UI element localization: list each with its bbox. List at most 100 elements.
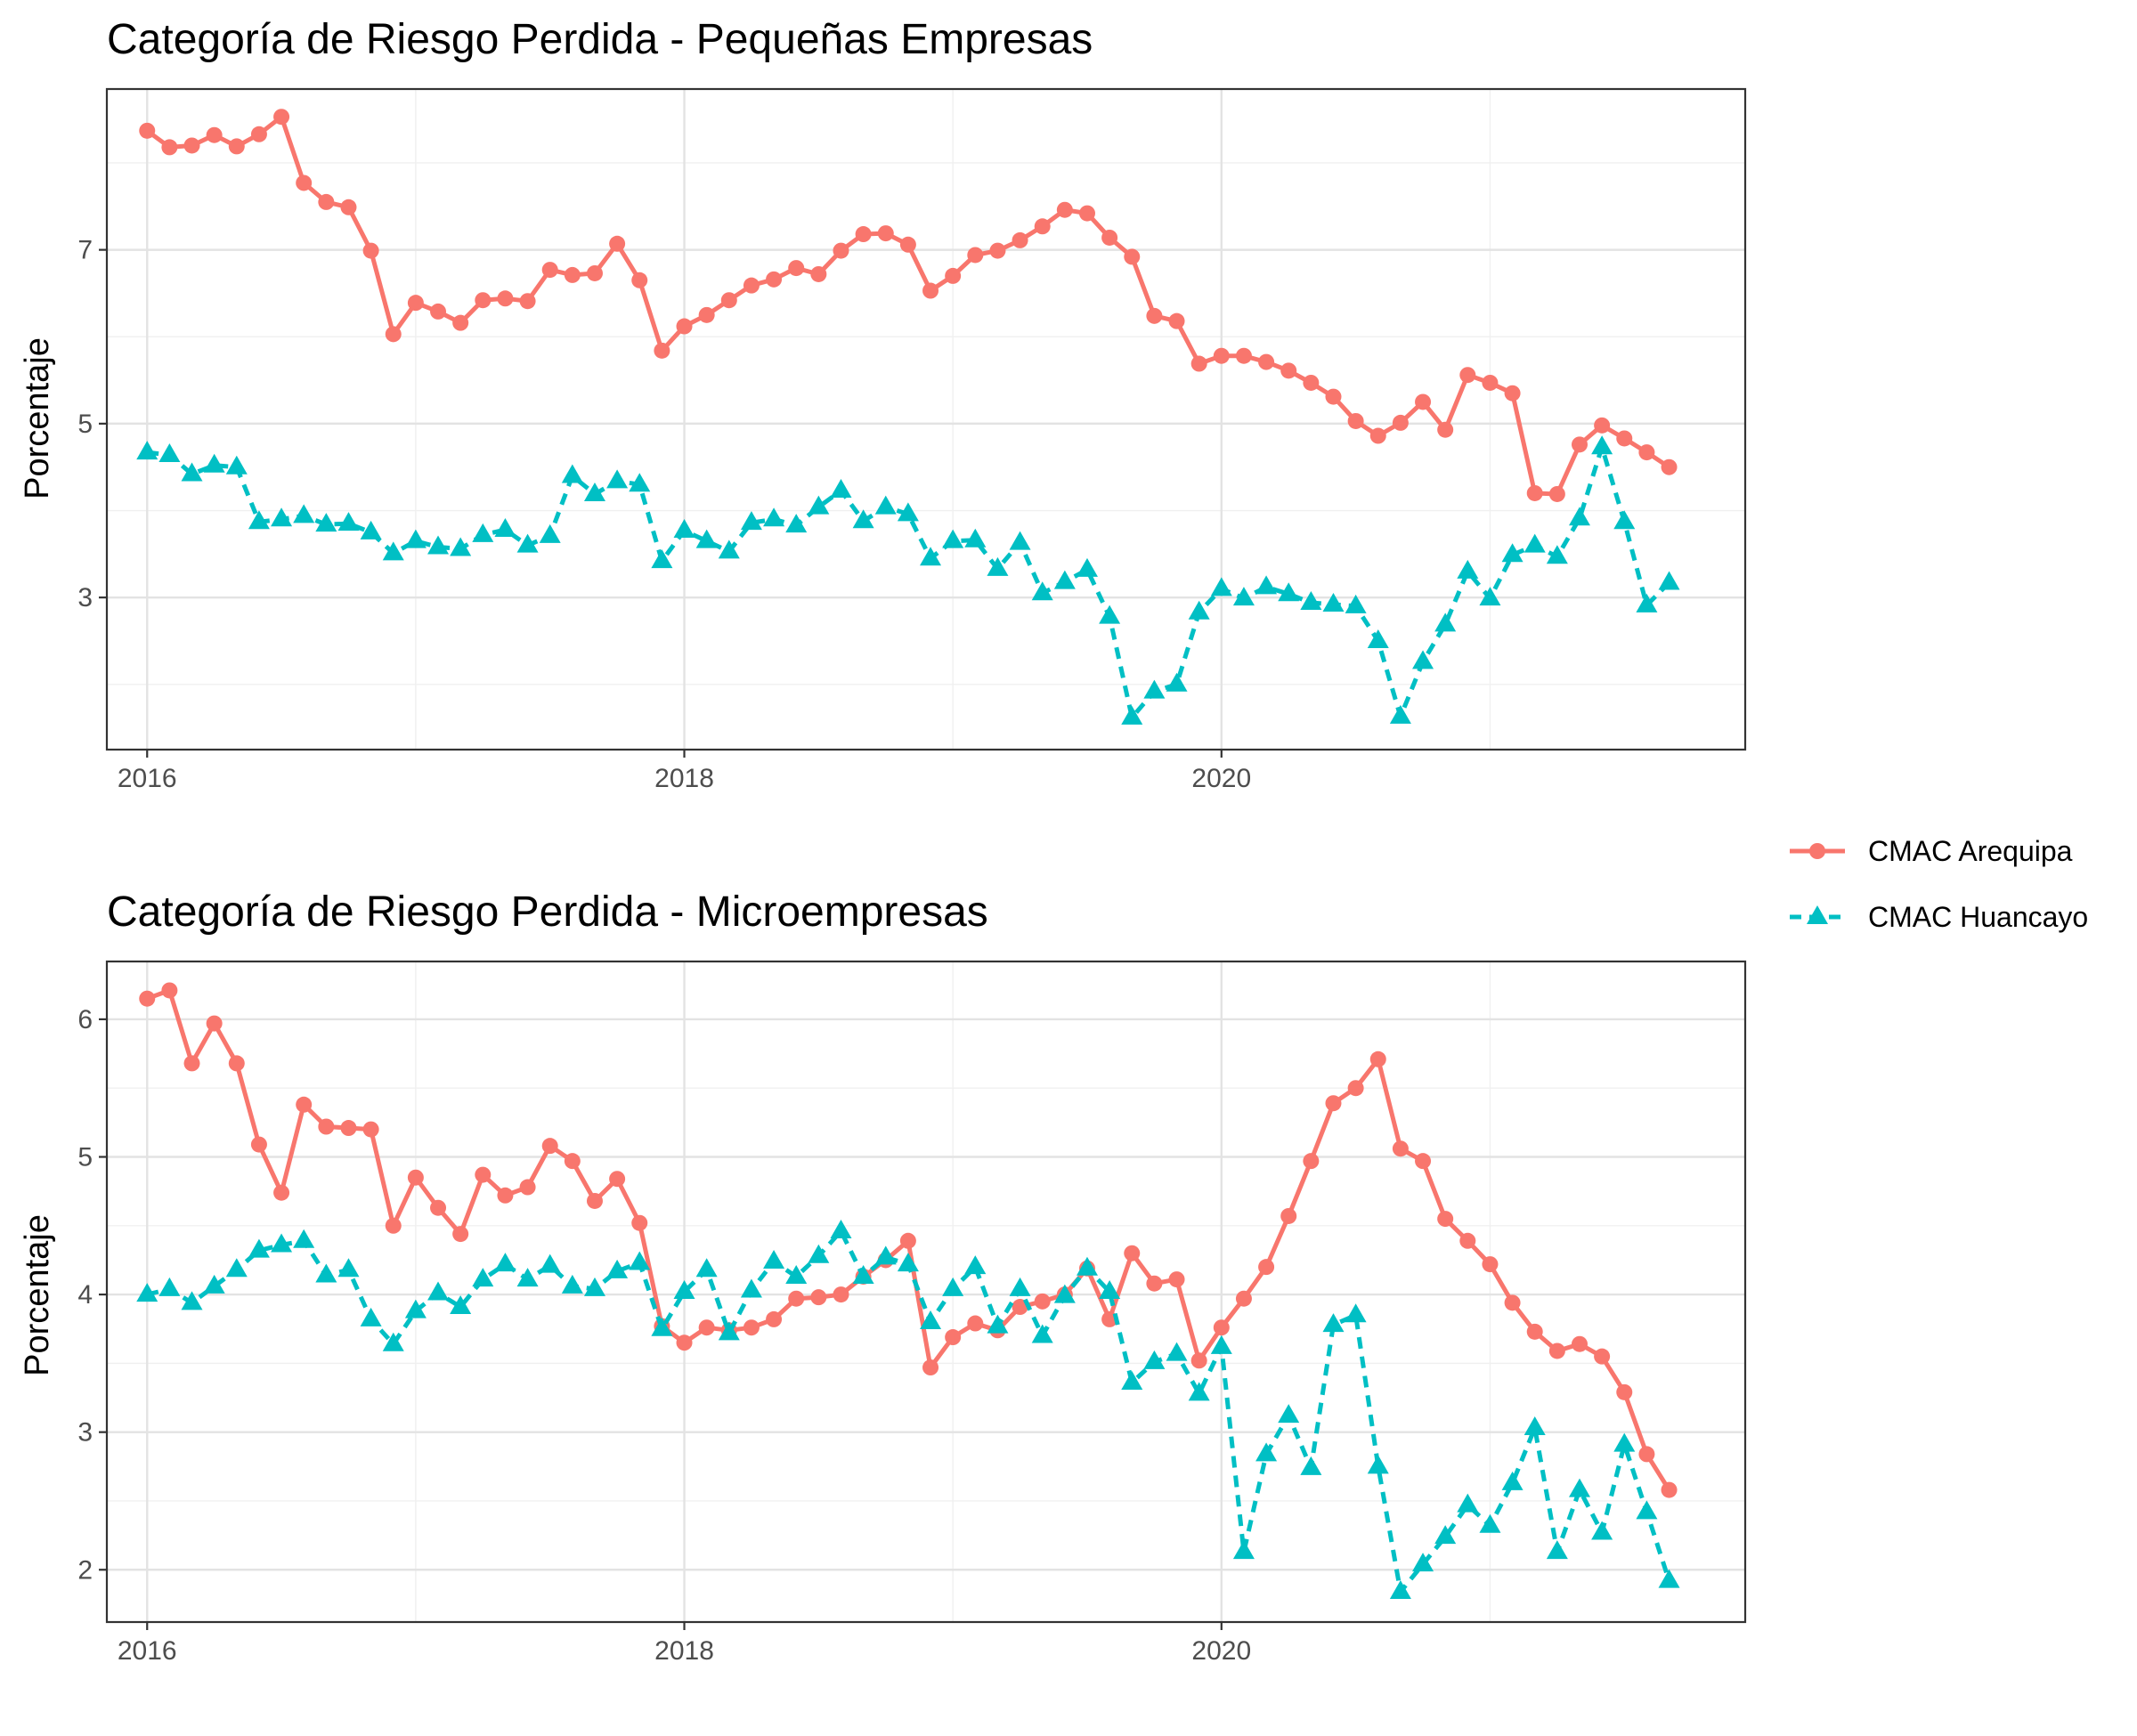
data-point-cmac-arequipa	[1392, 1140, 1409, 1157]
data-point-cmac-arequipa	[273, 1184, 290, 1201]
data-point-cmac-huancayo	[1166, 672, 1188, 692]
data-point-cmac-huancayo	[1591, 1521, 1613, 1540]
data-point-cmac-huancayo	[1457, 559, 1479, 579]
data-point-cmac-huancayo	[629, 1251, 651, 1270]
x-tick-label: 2018	[654, 1636, 714, 1666]
data-point-cmac-huancayo	[1524, 533, 1546, 553]
data-point-cmac-arequipa	[564, 266, 581, 283]
data-point-cmac-arequipa	[1548, 1343, 1565, 1359]
data-point-cmac-huancayo	[1121, 705, 1143, 725]
data-point-cmac-huancayo	[808, 495, 830, 515]
series-cmac-huancayo	[136, 435, 1680, 725]
data-point-cmac-huancayo	[360, 520, 382, 539]
data-point-cmac-huancayo	[1367, 1455, 1389, 1474]
data-point-cmac-huancayo	[1434, 1525, 1457, 1545]
data-point-cmac-arequipa	[183, 137, 200, 154]
data-point-cmac-huancayo	[1232, 587, 1255, 606]
data-point-cmac-huancayo	[1255, 575, 1278, 595]
data-point-cmac-huancayo	[1501, 543, 1524, 563]
data-point-cmac-huancayo	[695, 529, 718, 548]
data-point-cmac-arequipa	[899, 236, 916, 253]
data-point-cmac-huancayo	[427, 535, 450, 555]
data-point-cmac-arequipa	[1548, 485, 1565, 502]
data-point-cmac-huancayo	[629, 473, 651, 492]
data-point-cmac-arequipa	[766, 271, 783, 288]
data-point-cmac-huancayo	[271, 1233, 293, 1253]
chart-panel-small-business: Categoría de Riesgo Perdida - Pequeñas E…	[19, 16, 1747, 793]
series-cmac-huancayo	[136, 1219, 1680, 1599]
data-point-cmac-huancayo	[1188, 600, 1210, 620]
data-point-cmac-arequipa	[1168, 312, 1185, 329]
data-point-cmac-arequipa	[340, 199, 357, 215]
data-point-cmac-huancayo	[1613, 510, 1636, 530]
x-tick-label: 2018	[654, 764, 714, 793]
data-point-cmac-arequipa	[1616, 430, 1633, 447]
data-point-cmac-arequipa	[250, 1136, 267, 1153]
data-point-cmac-huancayo	[1524, 1416, 1546, 1436]
data-point-cmac-arequipa	[922, 1359, 939, 1376]
data-point-cmac-arequipa	[855, 226, 872, 243]
data-point-cmac-huancayo	[315, 513, 337, 532]
data-point-cmac-huancayo	[740, 511, 762, 531]
data-point-cmac-huancayo	[1412, 650, 1434, 669]
data-point-cmac-huancayo	[1412, 1553, 1434, 1572]
data-point-cmac-arequipa	[228, 138, 245, 155]
data-point-cmac-arequipa	[206, 126, 223, 143]
data-point-cmac-arequipa	[833, 1286, 849, 1303]
data-point-cmac-arequipa	[1482, 1256, 1499, 1273]
data-point-cmac-huancayo	[561, 464, 583, 483]
chart-title-micro-business: Categoría de Riesgo Perdida - Microempre…	[107, 888, 988, 936]
data-point-cmac-arequipa	[1415, 393, 1432, 410]
data-point-cmac-arequipa	[1124, 1245, 1141, 1261]
data-point-cmac-arequipa	[698, 306, 715, 323]
data-point-cmac-arequipa	[720, 292, 737, 309]
data-point-cmac-huancayo	[561, 1274, 583, 1294]
y-axis-label-small-business: Porcentaje	[19, 337, 56, 499]
data-point-cmac-huancayo	[740, 1278, 762, 1298]
plot-background	[107, 961, 1745, 1622]
data-point-cmac-arequipa	[676, 1334, 693, 1351]
data-point-cmac-huancayo	[1613, 1432, 1636, 1452]
data-point-cmac-huancayo	[1143, 1350, 1166, 1369]
data-point-cmac-arequipa	[1124, 248, 1141, 265]
data-point-cmac-huancayo	[136, 441, 158, 460]
data-point-cmac-arequipa	[407, 295, 424, 312]
data-point-cmac-huancayo	[404, 529, 427, 548]
data-point-cmac-huancayo	[360, 1307, 382, 1326]
y-tick-label: 4	[77, 1280, 93, 1310]
data-point-cmac-arequipa	[497, 1187, 514, 1204]
data-point-cmac-huancayo	[516, 533, 539, 553]
data-point-cmac-arequipa	[340, 1120, 357, 1137]
data-point-cmac-arequipa	[743, 1319, 760, 1336]
data-point-cmac-arequipa	[1303, 1153, 1320, 1170]
data-point-cmac-arequipa	[945, 1329, 962, 1346]
data-point-cmac-arequipa	[228, 1055, 245, 1072]
data-point-cmac-arequipa	[161, 139, 178, 156]
data-point-cmac-huancayo	[427, 1281, 450, 1301]
data-point-cmac-huancayo	[1568, 507, 1590, 526]
y-axis-label-micro-business: Porcentaje	[19, 1214, 56, 1376]
data-point-cmac-huancayo	[830, 1219, 852, 1238]
data-point-cmac-arequipa	[139, 122, 156, 139]
data-point-cmac-arequipa	[519, 293, 536, 310]
data-point-cmac-huancayo	[852, 1264, 874, 1284]
data-point-cmac-huancayo	[382, 541, 404, 561]
data-point-cmac-arequipa	[1482, 374, 1499, 391]
data-point-cmac-huancayo	[293, 504, 315, 523]
data-point-cmac-arequipa	[1190, 355, 1207, 372]
data-point-cmac-arequipa	[1594, 417, 1611, 434]
data-point-cmac-huancayo	[1636, 593, 1658, 612]
data-point-cmac-huancayo	[583, 482, 605, 501]
legend: CMAC Arequipa CMAC Huancayo	[1790, 835, 2088, 933]
data-point-cmac-arequipa	[1392, 414, 1409, 431]
data-point-cmac-huancayo	[1546, 1540, 1568, 1560]
data-point-cmac-huancayo	[1188, 1382, 1210, 1401]
data-point-cmac-arequipa	[1437, 421, 1454, 438]
data-point-cmac-huancayo	[1345, 1303, 1367, 1323]
data-point-cmac-arequipa	[1012, 1299, 1028, 1316]
data-point-cmac-arequipa	[631, 272, 648, 288]
data-point-cmac-huancayo	[852, 509, 874, 529]
data-point-cmac-arequipa	[609, 1171, 626, 1188]
data-point-cmac-arequipa	[631, 1214, 648, 1231]
plot-background	[107, 89, 1745, 750]
